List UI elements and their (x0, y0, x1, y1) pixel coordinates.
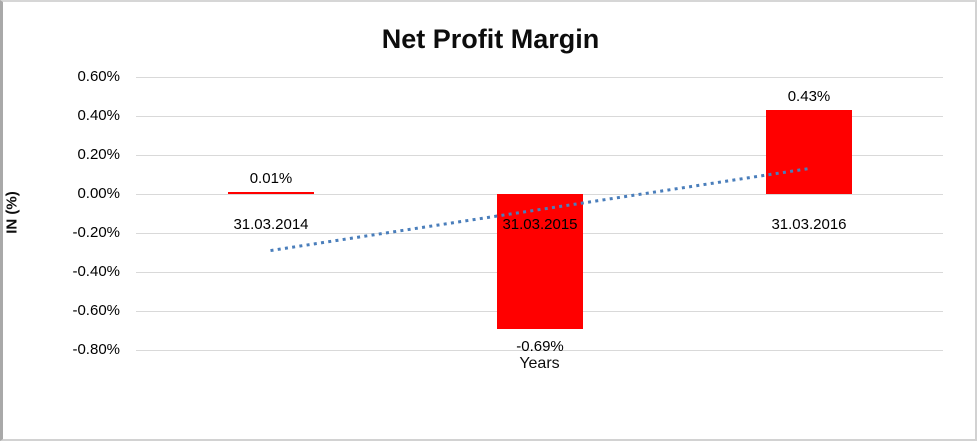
data-value-label: 0.43% (787, 88, 831, 105)
chart-title: Net Profit Margin (381, 24, 600, 54)
y-tick-label: -0.40% (72, 263, 120, 280)
gridline (136, 350, 943, 351)
y-tick-label: 0.60% (77, 68, 120, 85)
y-tick-label: -0.80% (72, 341, 120, 358)
y-tick-label: 0.20% (77, 146, 120, 163)
bar (766, 110, 852, 194)
y-tick-label: -0.60% (72, 302, 120, 319)
y-tick-label: -0.20% (72, 224, 120, 241)
gridline (136, 77, 943, 78)
category-label: 31.03.2015 (502, 216, 578, 233)
y-tick-label: 0.40% (77, 107, 120, 124)
category-label: 31.03.2016 (771, 216, 847, 233)
data-value-label: 0.01% (249, 170, 293, 187)
gridline (136, 116, 943, 117)
bar (228, 192, 314, 194)
x-axis-title: Years (519, 355, 560, 372)
y-tick-label: 0.00% (77, 185, 120, 202)
category-label: 31.03.2014 (233, 216, 309, 233)
data-value-label: -0.69% (516, 338, 564, 355)
gridline (136, 155, 943, 156)
